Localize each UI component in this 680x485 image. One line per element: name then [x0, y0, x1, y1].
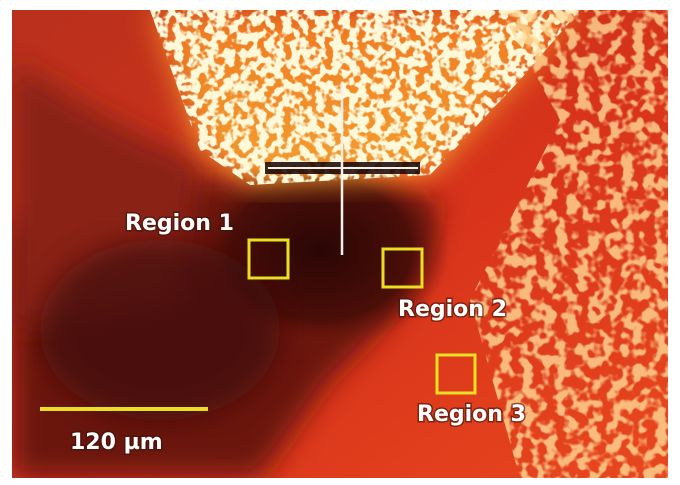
region-label: Region 3 — [417, 402, 526, 427]
scale-label: 120 µm — [70, 430, 163, 455]
region-label: Region 2 — [398, 297, 507, 322]
micrograph: Region 1 Region 2 Region 3 120 µm — [0, 0, 680, 485]
region-label: Region 1 — [125, 211, 234, 236]
